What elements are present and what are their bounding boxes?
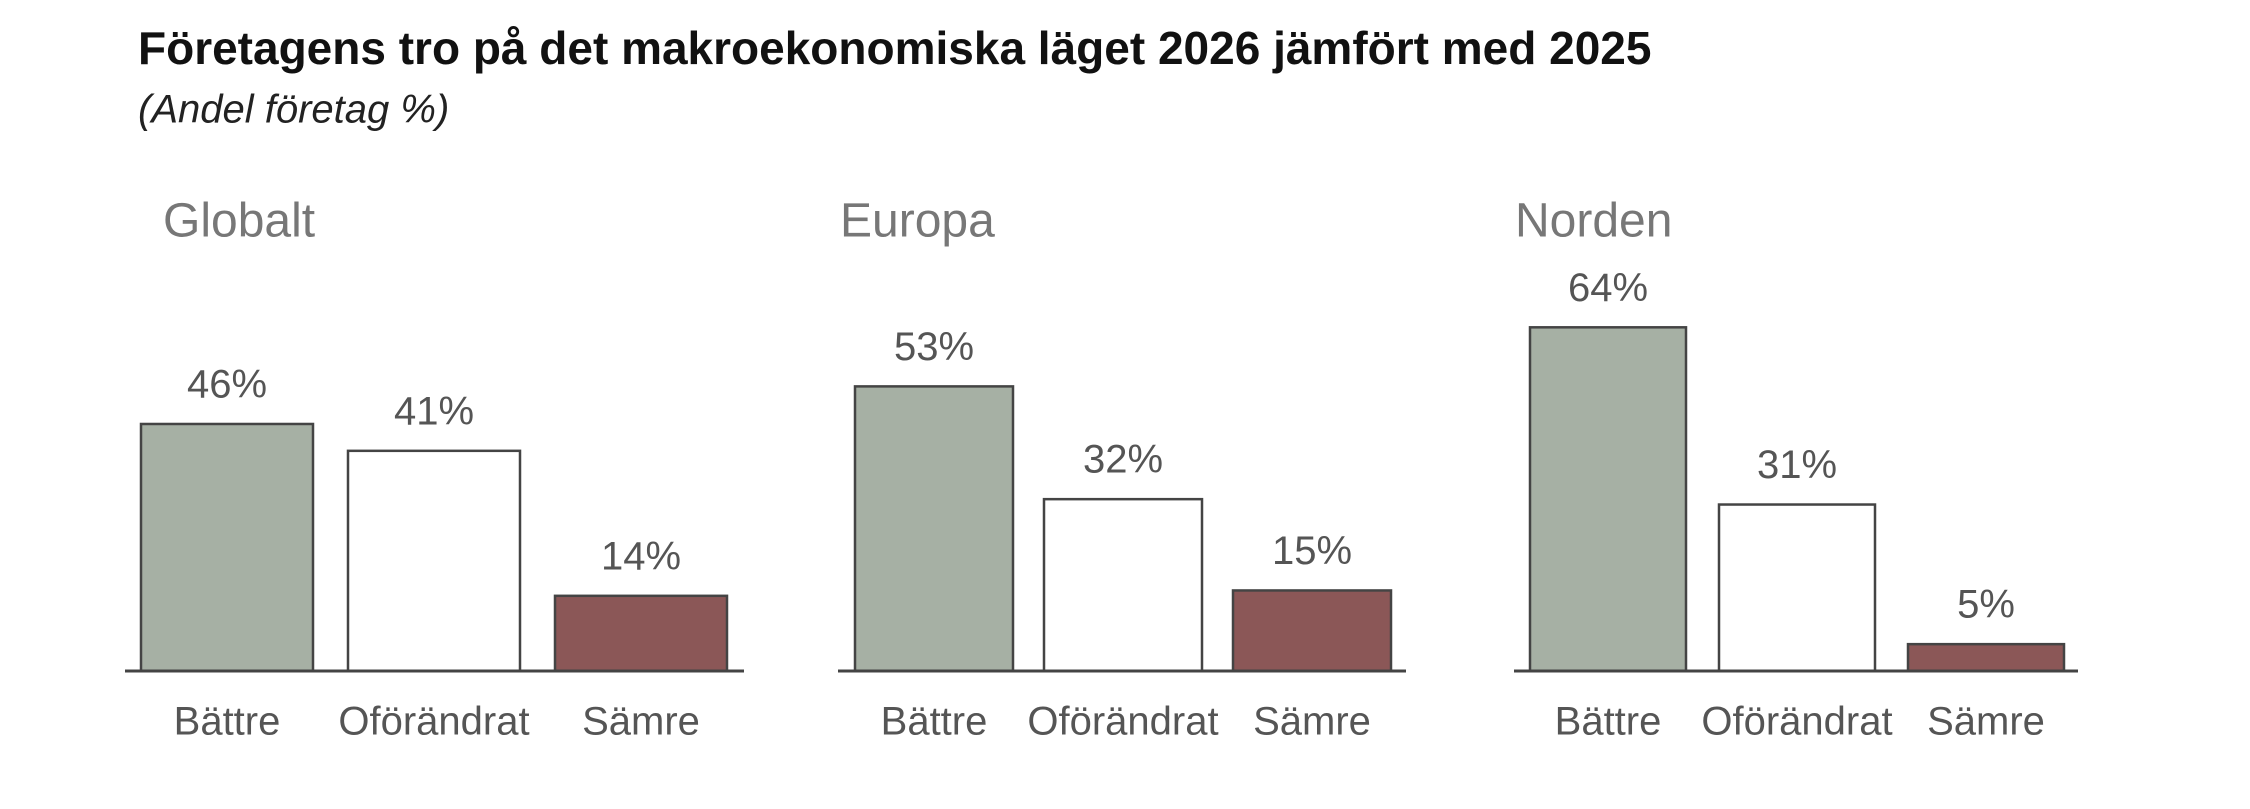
bar — [1231, 589, 1393, 673]
bar — [1042, 497, 1204, 673]
panel-title: Globalt — [163, 195, 315, 248]
bar — [553, 594, 729, 673]
x-tick-label: Bättre — [174, 700, 281, 744]
value-label: 64% — [1568, 266, 1648, 310]
x-tick-label: Sämre — [582, 700, 700, 744]
x-tick-label: Oförändrat — [1701, 700, 1892, 744]
chart-subtitle: (Andel företag %) — [138, 88, 449, 132]
bar — [139, 422, 315, 673]
panel-title: Europa — [840, 195, 995, 248]
x-tick-label: Sämre — [1253, 700, 1371, 744]
bar — [1906, 642, 2066, 673]
value-label: 14% — [601, 534, 681, 578]
value-label: 46% — [187, 363, 267, 407]
panel-title: Norden — [1515, 195, 1672, 248]
x-tick-label: Bättre — [881, 700, 988, 744]
bar — [1528, 326, 1688, 673]
value-label: 31% — [1757, 443, 1837, 487]
x-tick-label: Sämre — [1927, 700, 2045, 744]
x-tick-label: Bättre — [1555, 700, 1662, 744]
value-label: 41% — [394, 389, 474, 433]
value-label: 53% — [894, 325, 974, 369]
bar — [1717, 503, 1877, 673]
x-tick-label: Oförändrat — [1027, 700, 1218, 744]
value-label: 15% — [1272, 529, 1352, 573]
chart-title: Företagens tro på det makroekonomiska lä… — [138, 22, 1651, 74]
bar — [346, 449, 522, 673]
bar — [853, 385, 1015, 673]
value-label: 5% — [1957, 583, 2015, 627]
value-label: 32% — [1083, 438, 1163, 482]
x-tick-label: Oförändrat — [338, 700, 529, 744]
